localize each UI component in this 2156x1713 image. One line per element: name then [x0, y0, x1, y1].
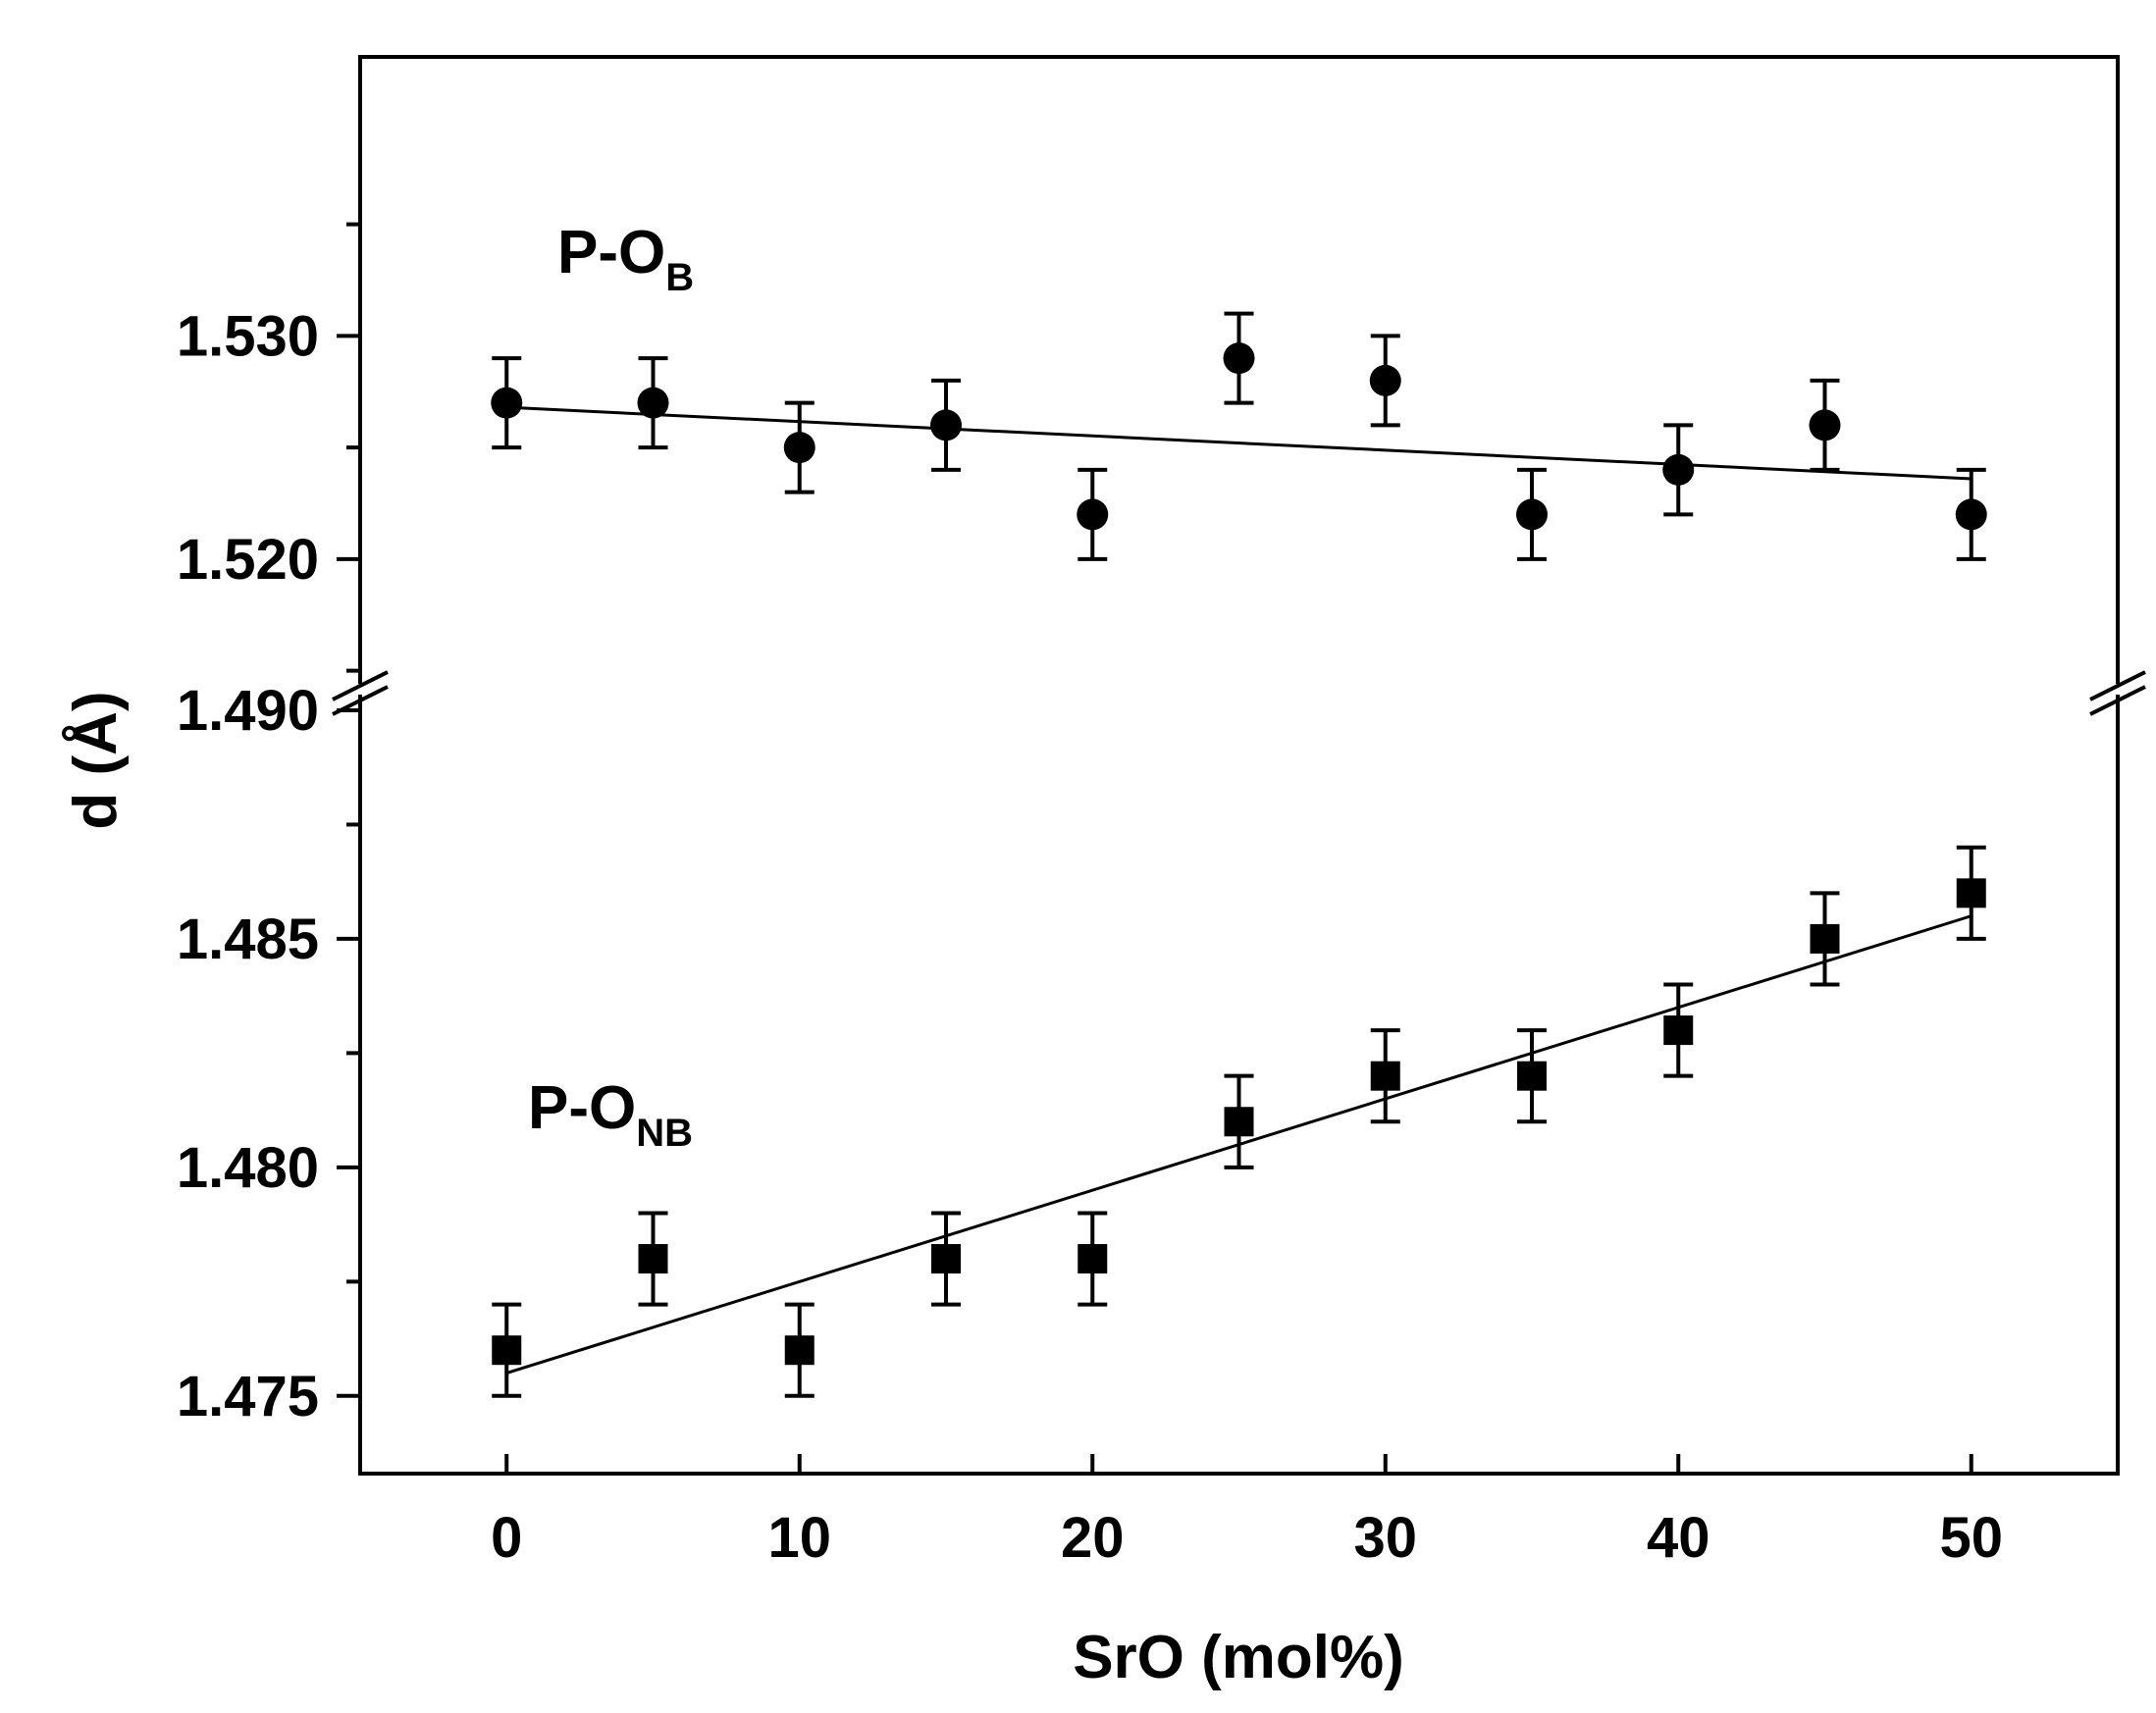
data-point-p-onb: [931, 1244, 961, 1274]
data-point-p-onb: [1370, 1061, 1400, 1091]
x-axis-label: SrO (mol%): [1073, 1624, 1404, 1691]
data-point-p-ob: [1369, 364, 1401, 396]
data-point-p-onb: [1517, 1061, 1547, 1091]
axis-break-mark-right-1: [2089, 670, 2146, 701]
error-bars: [492, 311, 1986, 1398]
axis-break-mark-left-1: [332, 670, 389, 701]
series-label-p-ob-main: P-O: [557, 219, 665, 286]
data-point-p-onb: [492, 1335, 522, 1366]
data-point-p-onb: [638, 1244, 668, 1274]
y-tick-label-upper: 1.520: [177, 528, 319, 592]
data-point-p-ob: [1516, 498, 1548, 531]
axis-ticks: [337, 222, 1973, 1474]
series-label-p-onb-main: P-O: [528, 1074, 636, 1142]
y-axis-label: d (Å): [62, 691, 130, 829]
data-point-p-onb: [784, 1335, 815, 1366]
data-point-p-onb: [1956, 878, 1986, 908]
fit-lines: [505, 405, 1972, 1375]
y-tick-label-lower: 1.485: [177, 908, 319, 971]
y-tick-label-lower: 1.475: [177, 1365, 319, 1428]
x-tick-label: 40: [1647, 1506, 1710, 1570]
data-point-p-ob: [783, 432, 815, 464]
data-point-p-ob: [1662, 453, 1695, 486]
data-point-p-ob: [1955, 498, 1987, 531]
x-tick-label: 0: [491, 1506, 522, 1570]
x-tick-label: 30: [1353, 1506, 1417, 1570]
series-label-p-ob: P-OB: [557, 219, 694, 299]
series-label-p-ob-sub: B: [665, 256, 694, 299]
x-tick-label: 20: [1061, 1506, 1125, 1570]
tick-labels: 0 10 20 30 40 50 1.520 1.530 1.475 1.480 1.485 1.49…: [177, 304, 2003, 1570]
axis-break-marks: [332, 670, 2146, 716]
data-point-p-ob: [637, 387, 669, 419]
axis-break-mark-right-2: [2089, 685, 2146, 716]
data-point-p-ob: [491, 387, 523, 419]
data-point-p-onb: [1078, 1244, 1108, 1274]
y-tick-label-upper: 1.530: [177, 304, 319, 368]
data-point-p-ob: [1809, 409, 1841, 441]
x-tick-label: 10: [767, 1506, 831, 1570]
data-point-p-ob: [930, 409, 962, 441]
data-point-p-ob: [1077, 498, 1109, 531]
data-point-p-ob: [1223, 342, 1255, 375]
data-point-p-onb: [1224, 1107, 1254, 1137]
data-markers: [491, 342, 1987, 1366]
axis-break-mark-left-2: [332, 685, 389, 716]
y-tick-label-lower: 1.480: [177, 1136, 319, 1200]
series-label-p-onb-sub: NB: [636, 1112, 693, 1155]
fit-line-p-ob: [506, 405, 1972, 481]
data-point-p-onb: [1663, 1015, 1694, 1046]
data-point-p-onb: [1810, 923, 1840, 954]
y-tick-label-lower: 1.490: [177, 679, 319, 743]
series-label-p-onb: P-ONB: [528, 1074, 693, 1155]
x-tick-label: 50: [1939, 1506, 2003, 1570]
